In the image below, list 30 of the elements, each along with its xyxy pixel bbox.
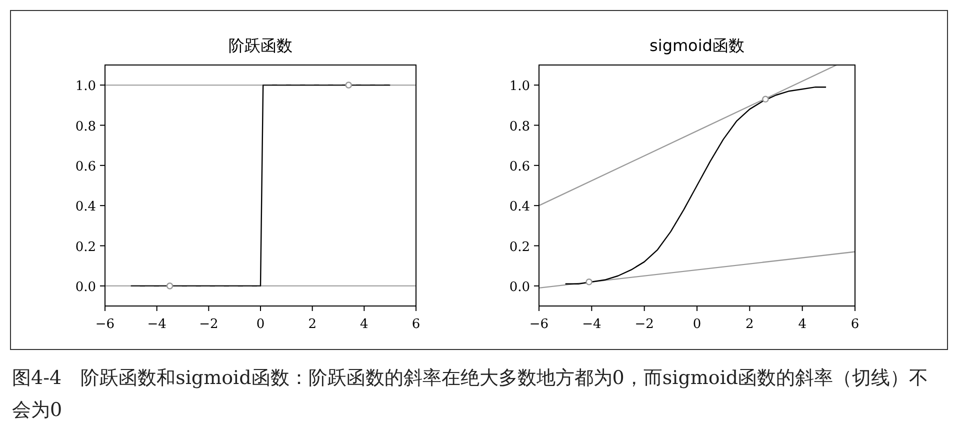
y-tick-label: 0.2 [75, 240, 96, 255]
chart-title: 阶跃函数 [228, 36, 292, 55]
x-tick-label: −6 [529, 317, 549, 332]
x-tick-label: −6 [95, 317, 115, 332]
x-tick-label: −4 [582, 317, 602, 332]
x-tick-label: −2 [199, 317, 218, 332]
x-tick-label: −2 [634, 317, 654, 332]
y-tick-label: 0.8 [509, 119, 530, 134]
x-tick-label: 6 [850, 317, 860, 332]
x-tick-label: 4 [360, 317, 368, 332]
y-tick-label: 0.6 [75, 159, 96, 174]
y-tick-label: 1.0 [509, 79, 530, 94]
y-tick-label: 0.2 [509, 240, 530, 255]
y-tick-label: 0.0 [509, 280, 530, 295]
y-tick-label: 0.0 [75, 280, 96, 295]
line-series [564, 86, 827, 285]
y-tick-label: 0.4 [75, 200, 96, 215]
x-tick-label: 6 [412, 317, 420, 332]
y-tick-label: 0.4 [509, 200, 530, 215]
y-tick-label: 1.0 [75, 79, 96, 94]
x-tick-label: 0 [256, 317, 265, 332]
chart-title: sigmoid函数 [650, 36, 744, 55]
x-tick-label: 2 [746, 317, 754, 332]
x-tick-label: 2 [308, 317, 316, 332]
x-tick-label: 4 [798, 317, 806, 332]
y-tick-label: 0.6 [509, 159, 530, 174]
x-tick-label: 0 [692, 317, 702, 332]
y-tick-label: 0.8 [75, 119, 96, 134]
x-tick-label: −4 [147, 317, 166, 332]
caption: 图4-4 阶跃函数和sigmoid函数：阶跃函数的斜率在绝大多数地方都为0，而sigmoid函数的斜率（切线）不会为0 [12, 366, 930, 423]
